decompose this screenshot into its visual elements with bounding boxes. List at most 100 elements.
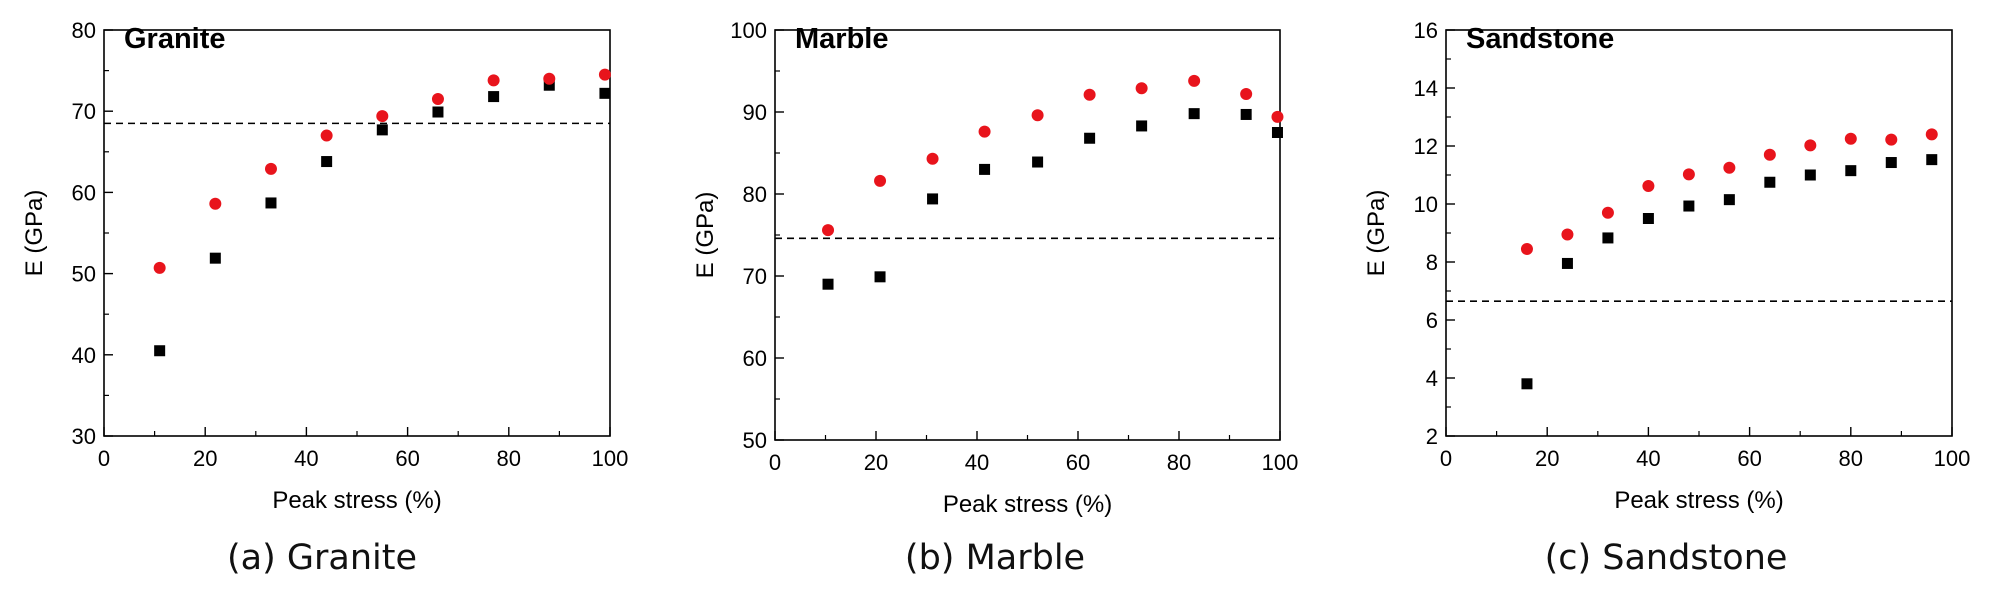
data-point-circle xyxy=(822,224,835,237)
y-tick-label: 4 xyxy=(1426,366,1438,391)
data-point-circle xyxy=(1271,110,1284,123)
x-tick-label: 60 xyxy=(1066,450,1090,475)
data-point-circle xyxy=(1925,128,1938,141)
x-tick-label: 40 xyxy=(965,450,989,475)
x-tick-label: 20 xyxy=(864,450,888,475)
y-tick-label: 100 xyxy=(730,18,767,43)
data-point-square xyxy=(874,271,886,283)
data-point-square xyxy=(1642,213,1654,224)
y-tick-label: 6 xyxy=(1426,308,1438,333)
caption-granite: (a) Granite xyxy=(226,538,418,578)
x-tick-label: 20 xyxy=(193,446,217,471)
data-point-circle xyxy=(1885,133,1898,146)
y-tick-label: 10 xyxy=(1414,192,1438,217)
data-point-circle xyxy=(487,74,500,87)
data-point-circle xyxy=(1682,168,1695,181)
y-tick-label: 60 xyxy=(72,180,96,205)
data-point-square xyxy=(1188,108,1200,120)
data-point-circle xyxy=(1723,161,1736,174)
x-axis-label: Peak stress (%) xyxy=(1614,487,1783,514)
y-tick-label: 2 xyxy=(1426,424,1438,449)
chart-sandstone: 0 20 40 60 80 100 2 4 6 8 10 12 14 16 Peak stress (%) E… xyxy=(1363,18,1970,514)
y-tick-label: 70 xyxy=(72,99,96,124)
x-axis-label: Peak stress (%) xyxy=(943,491,1112,518)
data-point-circle xyxy=(543,72,556,85)
data-point-square xyxy=(1521,378,1533,390)
x-tick-label: 100 xyxy=(1934,446,1971,471)
data-point-circle xyxy=(1135,82,1148,95)
data-point-square xyxy=(1926,154,1938,166)
data-point-circle xyxy=(431,93,444,106)
x-tick-label: 40 xyxy=(1636,446,1660,471)
data-point-square xyxy=(376,124,388,136)
x-axis-label: Peak stress (%) xyxy=(272,487,441,514)
data-point-square xyxy=(599,87,611,99)
data-point-circle xyxy=(264,162,277,175)
data-point-circle xyxy=(376,110,389,123)
data-point-square xyxy=(209,252,221,264)
y-tick-label: 8 xyxy=(1426,250,1438,275)
data-point-circle xyxy=(1844,132,1857,145)
data-point-square xyxy=(1723,194,1735,206)
data-point-square xyxy=(1885,157,1897,169)
y-tick-label: 30 xyxy=(72,424,96,449)
plot-frame xyxy=(1445,29,1953,437)
x-tick-label: 60 xyxy=(1737,446,1761,471)
x-tick-label: 0 xyxy=(769,450,781,475)
data-point-circle xyxy=(1601,206,1614,219)
y-tick-label: 12 xyxy=(1414,134,1438,159)
data-point-square xyxy=(1084,132,1096,144)
y-tick-label: 70 xyxy=(743,264,767,289)
plot-frame xyxy=(103,29,611,437)
data-point-circle xyxy=(926,152,939,165)
x-tick-label: 80 xyxy=(497,446,521,471)
data-point-square xyxy=(488,91,500,103)
data-point-circle xyxy=(153,261,166,274)
data-point-square xyxy=(1764,176,1776,188)
data-point-square xyxy=(927,193,939,205)
y-tick-label: 14 xyxy=(1414,76,1438,101)
x-tick-label: 80 xyxy=(1839,446,1863,471)
caption-marble: (b) Marble xyxy=(904,538,1086,578)
data-point-square xyxy=(321,156,333,168)
data-point-circle xyxy=(1240,87,1253,100)
data-point-square xyxy=(1240,108,1252,120)
y-axis-label: E (GPa) xyxy=(21,190,48,277)
y-axis-label: E (GPa) xyxy=(692,192,719,279)
data-point-square xyxy=(1683,200,1695,212)
x-tick-label: 20 xyxy=(1535,446,1559,471)
x-tick-label: 40 xyxy=(294,446,318,471)
data-point-circle xyxy=(1561,228,1574,241)
caption-sandstone: (c) Sandstone xyxy=(1544,538,1788,578)
y-tick-label: 60 xyxy=(743,346,767,371)
plot-frame xyxy=(774,29,1281,441)
y-tick-label: 90 xyxy=(743,100,767,125)
data-point-circle xyxy=(1804,139,1817,152)
data-point-square xyxy=(432,106,444,118)
chart-title: Sandstone xyxy=(1466,23,1614,55)
data-point-square xyxy=(1271,127,1283,138)
data-point-circle xyxy=(598,68,611,81)
data-point-circle xyxy=(209,197,222,210)
data-point-circle xyxy=(1188,74,1201,87)
x-tick-label: 80 xyxy=(1167,450,1191,475)
chart-title: Marble xyxy=(795,23,888,55)
x-tick-label: 0 xyxy=(98,446,110,471)
data-point-square xyxy=(1032,156,1044,168)
y-axis-label: E (GPa) xyxy=(1363,190,1390,277)
data-point-square xyxy=(1561,257,1573,269)
x-tick-label: 100 xyxy=(1262,450,1299,475)
data-point-square xyxy=(154,345,166,357)
data-point-circle xyxy=(320,129,333,142)
x-tick-label: 0 xyxy=(1440,446,1452,471)
data-point-square xyxy=(979,163,991,175)
y-tick-label: 80 xyxy=(743,182,767,207)
chart-marble: 0 20 40 60 80 100 50 60 70 80 90 100 Peak stress (%)… xyxy=(692,18,1298,518)
data-point-square xyxy=(543,79,555,91)
y-tick-label: 50 xyxy=(72,262,96,287)
data-point-circle xyxy=(1763,148,1776,161)
chart-granite: 0 20 40 60 80 100 30 40 50 60 70 80 Peak stress (%) E… xyxy=(21,18,628,514)
data-point-square xyxy=(822,278,834,290)
y-tick-label: 40 xyxy=(72,343,96,368)
